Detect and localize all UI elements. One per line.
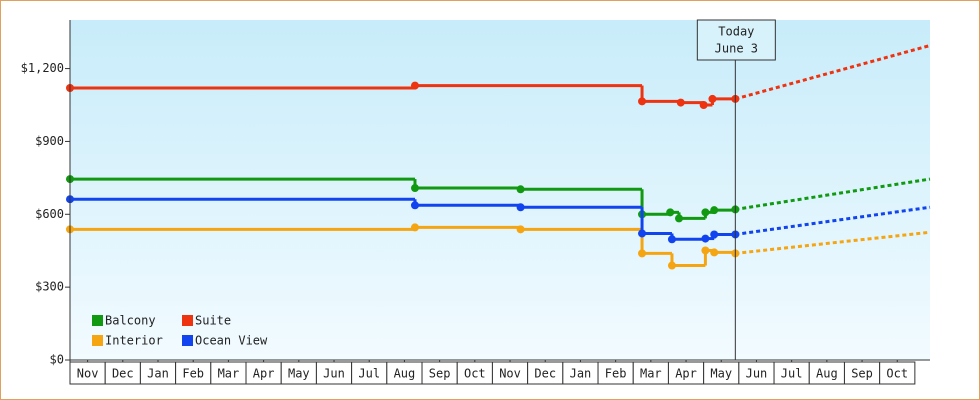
x-tick-label: Sep <box>851 367 873 381</box>
point <box>638 97 647 106</box>
x-tick-label: Sep <box>429 367 451 381</box>
today-date: June 3 <box>715 42 758 56</box>
point <box>516 203 525 212</box>
y-tick-label: $0 <box>50 353 64 367</box>
point <box>666 208 675 217</box>
x-tick-label: Jan <box>147 367 169 381</box>
plot-area <box>70 20 930 360</box>
x-tick-label: Oct <box>464 367 486 381</box>
point <box>410 223 419 232</box>
point <box>516 225 525 234</box>
legend-label: Interior <box>105 334 163 348</box>
x-tick-label: Dec <box>534 367 556 381</box>
x-tick-label: Mar <box>218 367 240 381</box>
x-tick-label: Jan <box>570 367 592 381</box>
legend-label: Suite <box>195 314 231 328</box>
legend-swatch <box>92 335 103 346</box>
x-tick-label: Feb <box>605 367 627 381</box>
x-tick-label: Mar <box>640 367 662 381</box>
point <box>667 261 676 270</box>
point <box>410 184 419 193</box>
point <box>675 214 684 223</box>
x-tick-label: Apr <box>253 367 275 381</box>
x-tick-label: Jul <box>358 367 380 381</box>
legend-label: Ocean View <box>195 334 268 348</box>
x-tick-label: Feb <box>182 367 204 381</box>
legend-swatch <box>92 315 103 326</box>
point <box>676 98 685 107</box>
today-box <box>696 19 776 61</box>
forecast-line <box>735 205 931 236</box>
legend-swatch <box>182 335 193 346</box>
series <box>66 223 931 270</box>
today-label: Today <box>718 25 754 39</box>
legend-label: Balcony <box>105 314 156 328</box>
legend-swatch <box>182 315 193 326</box>
point <box>710 206 719 215</box>
point <box>701 208 710 217</box>
point <box>708 94 717 103</box>
point <box>699 101 708 109</box>
point <box>710 248 719 257</box>
point <box>701 246 710 255</box>
y-tick-label: $1,200 <box>21 61 64 75</box>
forecast-line <box>735 177 931 211</box>
x-tick-label: Aug <box>394 367 416 381</box>
point <box>516 185 525 194</box>
x-tick-label: Nov <box>499 367 521 381</box>
forecast-line <box>734 44 931 101</box>
x-tick-label: Oct <box>886 367 908 381</box>
point <box>638 229 647 238</box>
x-tick-label: May <box>288 367 310 381</box>
point <box>638 249 647 258</box>
y-tick-label: $600 <box>35 207 64 221</box>
x-tick-label: Jun <box>323 367 345 381</box>
point <box>410 201 419 210</box>
point <box>410 81 419 90</box>
point <box>710 230 719 239</box>
x-tick-label: Jul <box>781 367 803 381</box>
x-tick-label: Apr <box>675 367 697 381</box>
forecast-line <box>735 230 931 255</box>
series <box>66 44 931 109</box>
y-tick-label: $300 <box>35 280 64 294</box>
x-tick-label: Dec <box>112 367 134 381</box>
x-tick-label: May <box>710 367 732 381</box>
y-tick-label: $900 <box>35 134 64 148</box>
x-tick-label: Jun <box>746 367 768 381</box>
series <box>66 195 931 244</box>
x-tick-label: Nov <box>77 367 99 381</box>
point <box>701 234 710 243</box>
point <box>667 235 676 244</box>
x-tick-label: Aug <box>816 367 838 381</box>
